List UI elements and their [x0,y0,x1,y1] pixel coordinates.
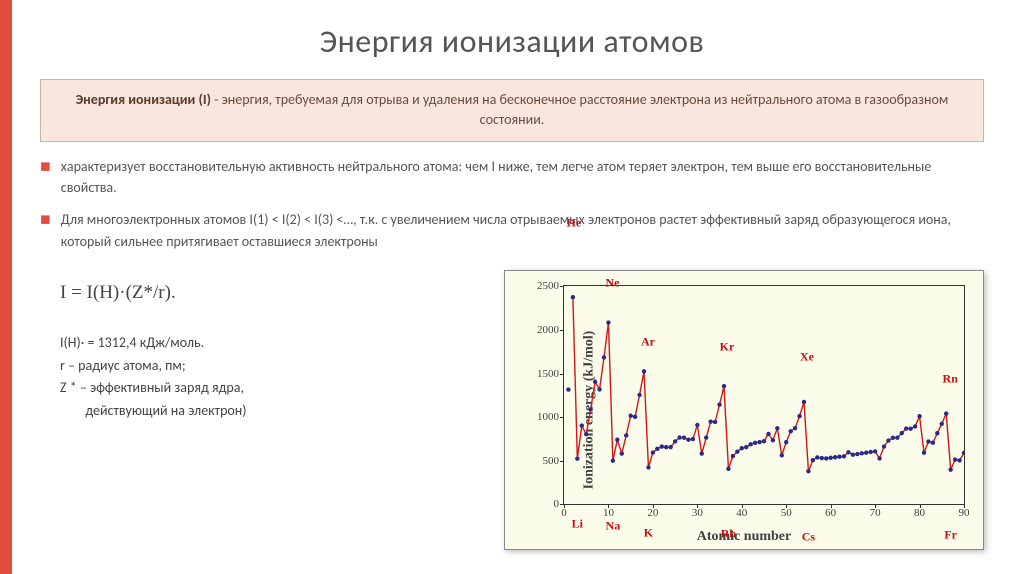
element-label: Ne [605,275,619,290]
bullet-2-text: Для многоэлектронных атомов I(1) < I(2) … [61,209,984,252]
element-label: K [644,525,653,540]
element-label: He [567,215,582,230]
accent-bar [0,0,12,574]
element-label: Fr [944,528,957,543]
element-label: Ar [641,334,655,349]
chart-xlabel: Atomic number [697,529,792,545]
formula-block: I = I(H)·(Z*/r). I(H)· = 1312,4 кДж/моль… [40,270,486,550]
legend-l4: действующий на электрон) [60,400,486,422]
element-label: Rn [943,371,958,386]
bullet-1-text: характеризует восстановительную активнос… [61,156,984,199]
bullet-marker-icon: ◼ [40,157,51,199]
element-label: Xe [800,350,814,365]
element-label: Kr [720,339,735,354]
bullet-2: ◼ Для многоэлектронных атомов I(1) < I(2… [40,209,984,252]
legend-l3: Z * – эффективный заряд ядра, [60,377,486,399]
legend-l1: I(H)· = 1312,4 кДж/моль. [60,332,486,354]
bullet-marker-icon: ◼ [40,210,51,252]
bullet-1: ◼ характеризует восстановительную активн… [40,156,984,199]
formula-main: I = I(H)·(Z*/r). [60,282,486,304]
element-label: Na [606,519,621,534]
element-label: Li [572,516,583,531]
legend-l2: r – радиус атома, пм; [60,355,486,377]
definition-text: - энергия, требуемая для отрыва и удален… [211,91,948,128]
page-title: Энергия ионизации атомов [0,0,1024,61]
element-label: Cs [802,529,815,544]
definition-term: Энергия ионизации (I) [76,91,211,108]
definition-box: Энергия ионизации (I) - энергия, требуем… [40,79,984,142]
ionization-chart: Ionization energy (kJ/mol) Atomic number… [504,270,984,550]
element-label: Rb [721,527,736,542]
body-text: ◼ характеризует восстановительную активн… [0,142,1024,253]
chart-plot-area: 050010001500200025000102030405060708090H… [563,285,965,505]
